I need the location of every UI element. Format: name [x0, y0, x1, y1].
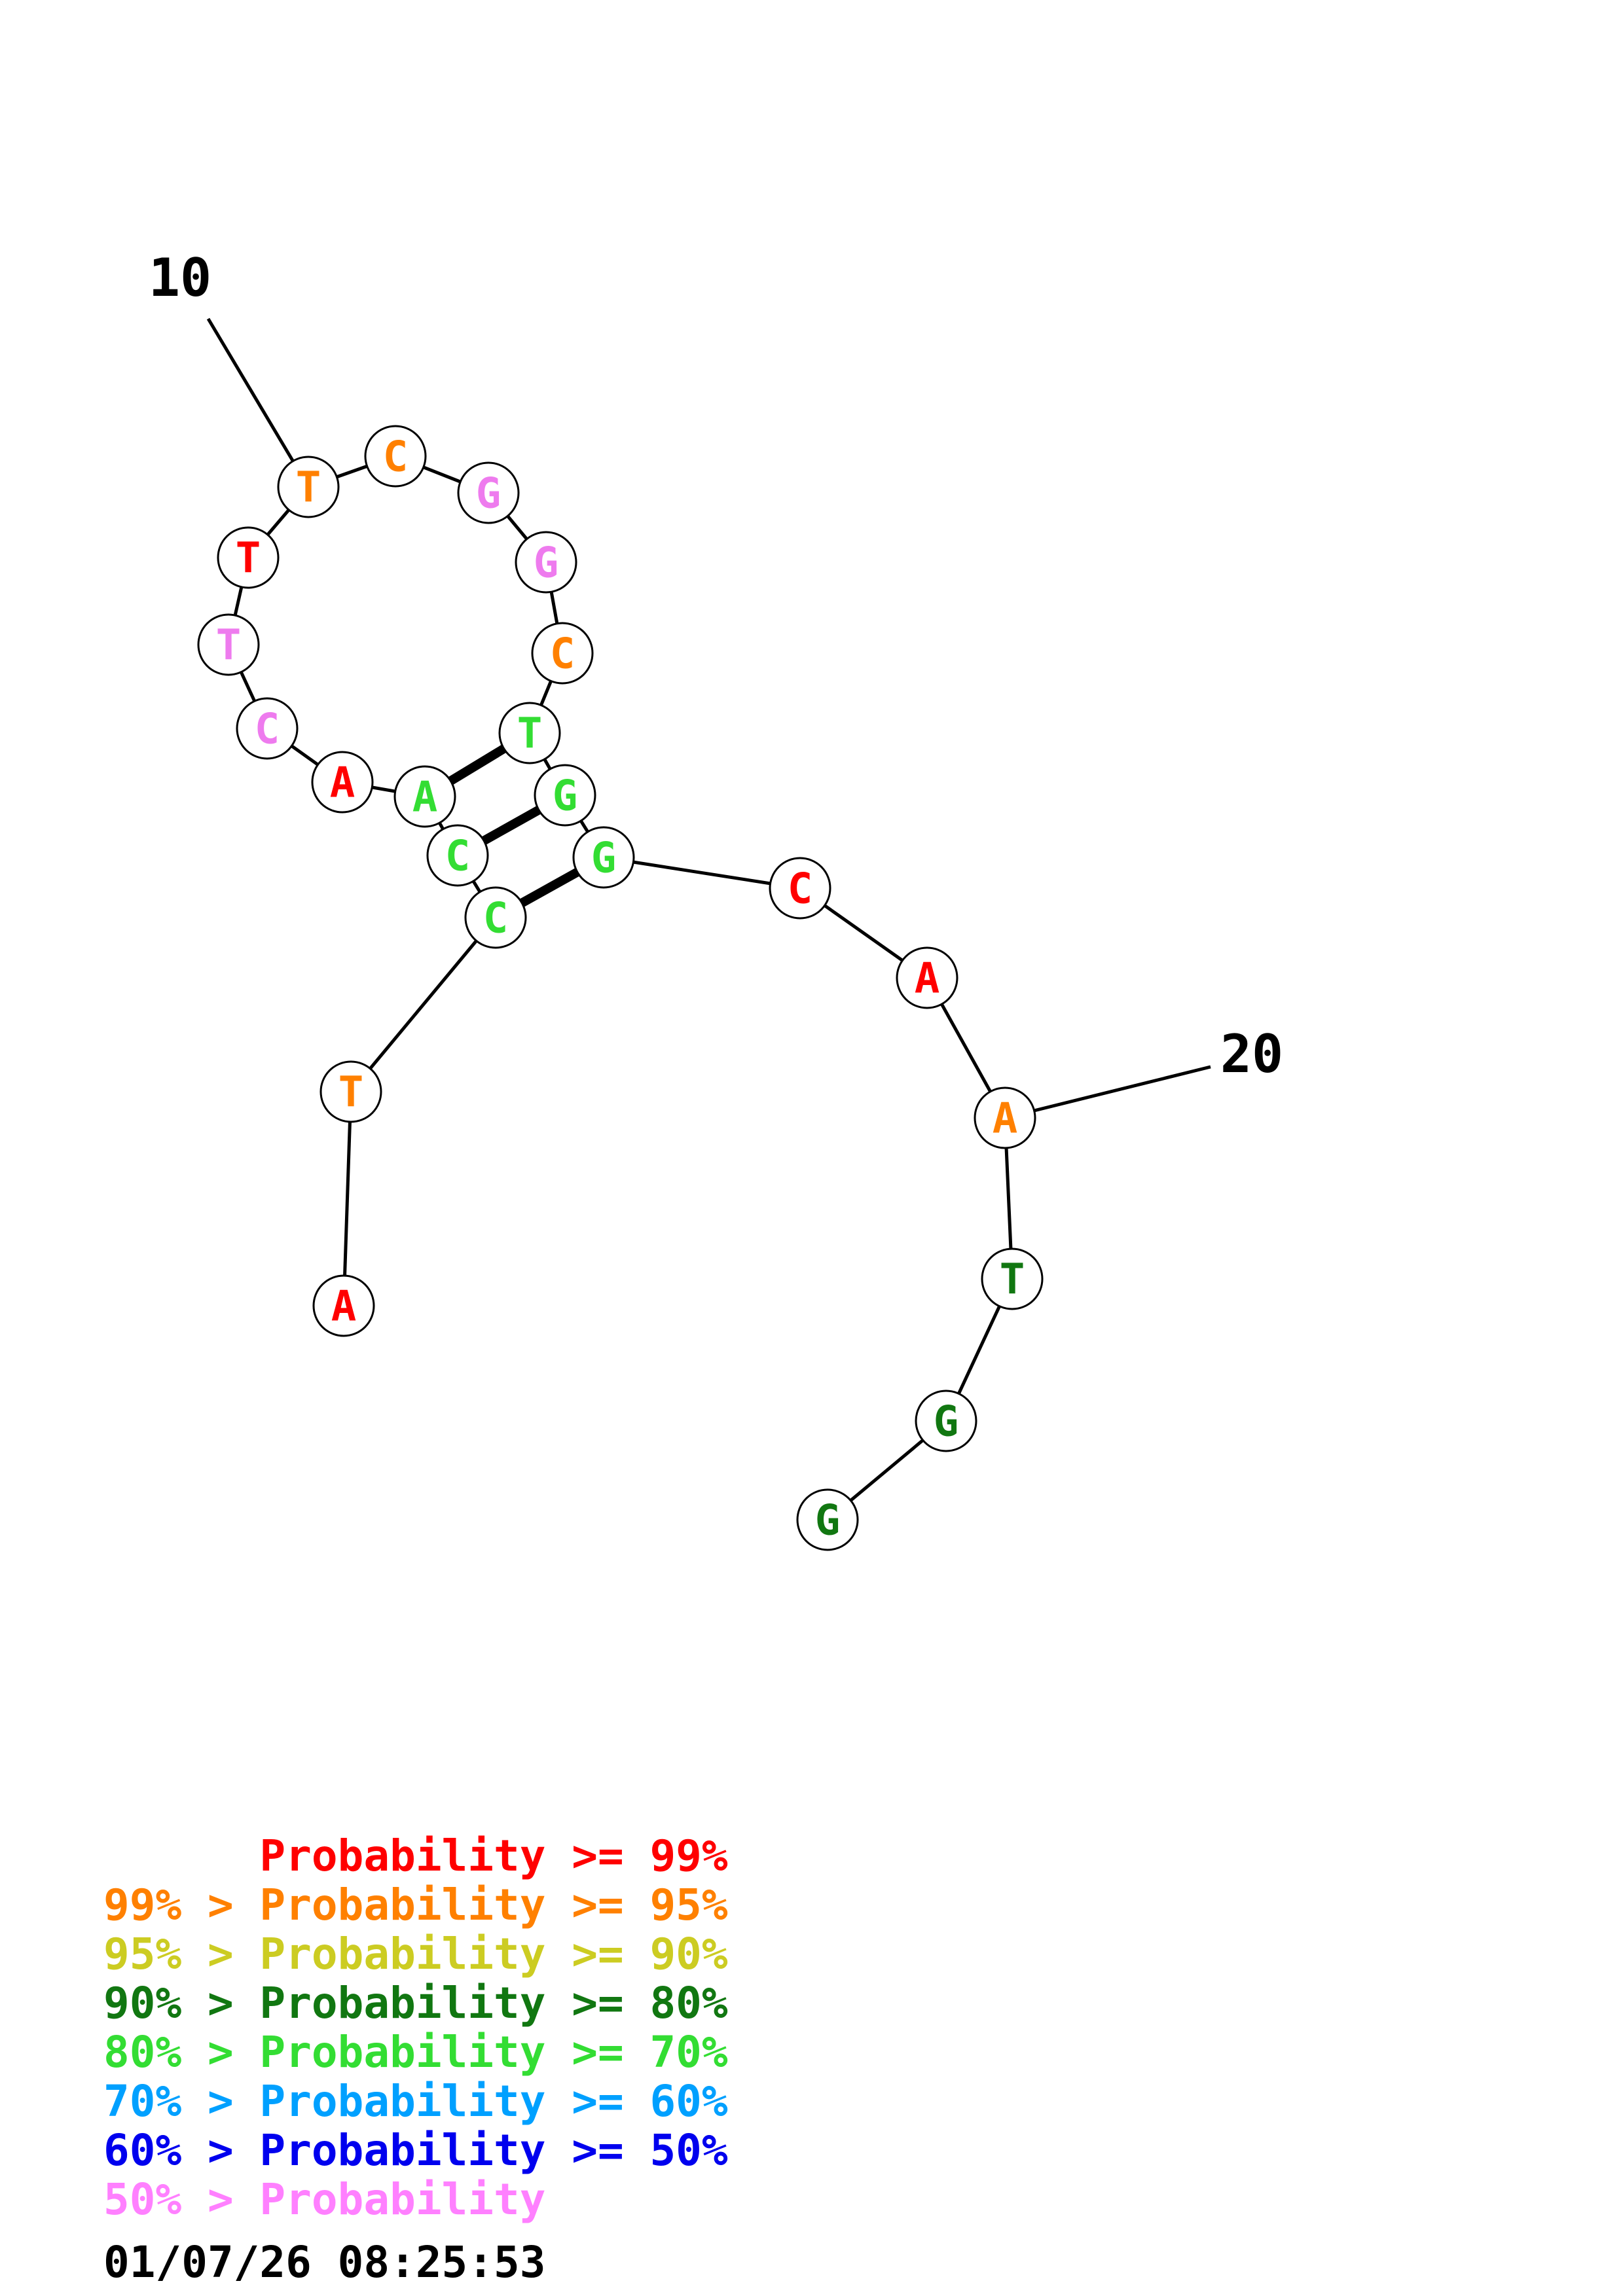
nucleotide-circle-3 — [464, 886, 527, 949]
nucleotide-circle-16 — [534, 764, 596, 827]
nucleotide-circle-5 — [393, 765, 456, 828]
nucleotide-circle-4 — [426, 824, 489, 887]
backbone-segment-1-2 — [342, 1091, 353, 1306]
sequence-number-10: 10 — [149, 247, 211, 308]
nucleotide-base-11: C — [383, 433, 409, 481]
nucleotide-circle-17 — [572, 826, 635, 889]
nucleotide-base-10: T — [296, 463, 321, 512]
nucleotide-base-22: G — [934, 1397, 959, 1446]
nucleotide-base-8: T — [216, 621, 242, 670]
nucleotide-circle-1 — [312, 1274, 375, 1337]
nucleotide-circle-18 — [769, 857, 831, 920]
backbone-segment-17-18 — [603, 855, 801, 890]
nucleotide-base-6: A — [330, 759, 356, 807]
timestamp: 01/07/26 08:25:53 — [103, 2237, 546, 2287]
legend-line-6: 60% > Probability >= 50% — [103, 2125, 728, 2176]
number-pointer-line-10 — [206, 317, 310, 488]
nucleotide-circle-12 — [457, 461, 520, 524]
nucleotide-circle-19 — [896, 946, 958, 1009]
nucleotide-circle-11 — [364, 425, 427, 488]
nucleotide-base-16: G — [553, 772, 578, 820]
nucleotide-circle-22 — [915, 1390, 977, 1452]
nucleotide-base-2: T — [338, 1068, 364, 1117]
legend-line-0: Probability >= 99% — [103, 1831, 728, 1881]
backbone-segment-2-3 — [350, 916, 497, 1093]
nucleotide-base-19: A — [915, 954, 940, 1003]
nucleotide-circle-21 — [981, 1247, 1044, 1310]
number-pointer-line-20 — [1004, 1065, 1211, 1120]
nucleotide-circle-7 — [236, 697, 299, 760]
legend-line-5: 70% > Probability >= 60% — [103, 2076, 728, 2126]
nucleotide-circle-15 — [498, 702, 561, 764]
legend-line-1: 99% > Probability >= 95% — [103, 1880, 728, 1930]
nucleotide-circle-6 — [311, 751, 374, 814]
nucleotide-base-20: A — [993, 1094, 1018, 1143]
nucleotide-base-17: G — [591, 834, 617, 882]
nucleotide-circle-13 — [515, 531, 577, 594]
nucleotide-circle-10 — [277, 456, 340, 518]
nucleotide-circle-9 — [217, 526, 280, 589]
legend-line-4: 80% > Probability >= 70% — [103, 2027, 728, 2077]
nucleotide-base-7: C — [255, 705, 280, 753]
nucleotide-base-21: T — [1000, 1255, 1025, 1304]
nucleotide-circle-14 — [531, 622, 594, 685]
nucleotide-circle-8 — [197, 613, 260, 676]
nucleotide-base-3: C — [483, 894, 509, 942]
nucleotide-base-5: A — [412, 773, 438, 821]
legend-line-7: 50% > Probability — [103, 2174, 546, 2225]
nucleotide-base-12: G — [476, 469, 501, 518]
legend-line-3: 90% > Probability >= 80% — [103, 1978, 728, 2028]
legend-line-2: 95% > Probability >= 90% — [103, 1929, 728, 1979]
nucleotide-base-15: T — [517, 709, 543, 758]
nucleotide-circle-23 — [796, 1488, 859, 1551]
nucleotide-base-9: T — [236, 534, 261, 583]
nucleotide-base-1: A — [331, 1282, 357, 1331]
nucleotide-circle-2 — [319, 1060, 382, 1123]
nucleotide-base-14: C — [550, 630, 575, 678]
nucleotide-base-4: C — [445, 832, 471, 880]
nucleotide-base-13: G — [534, 539, 559, 587]
nucleotide-base-23: G — [815, 1496, 841, 1545]
probability-legend: Probability >= 99% 99% > Probability >= 9… — [103, 1831, 728, 2224]
nucleotide-base-18: C — [788, 865, 813, 913]
nucleotide-circle-20 — [974, 1086, 1036, 1149]
sequence-number-20: 20 — [1220, 1024, 1283, 1085]
